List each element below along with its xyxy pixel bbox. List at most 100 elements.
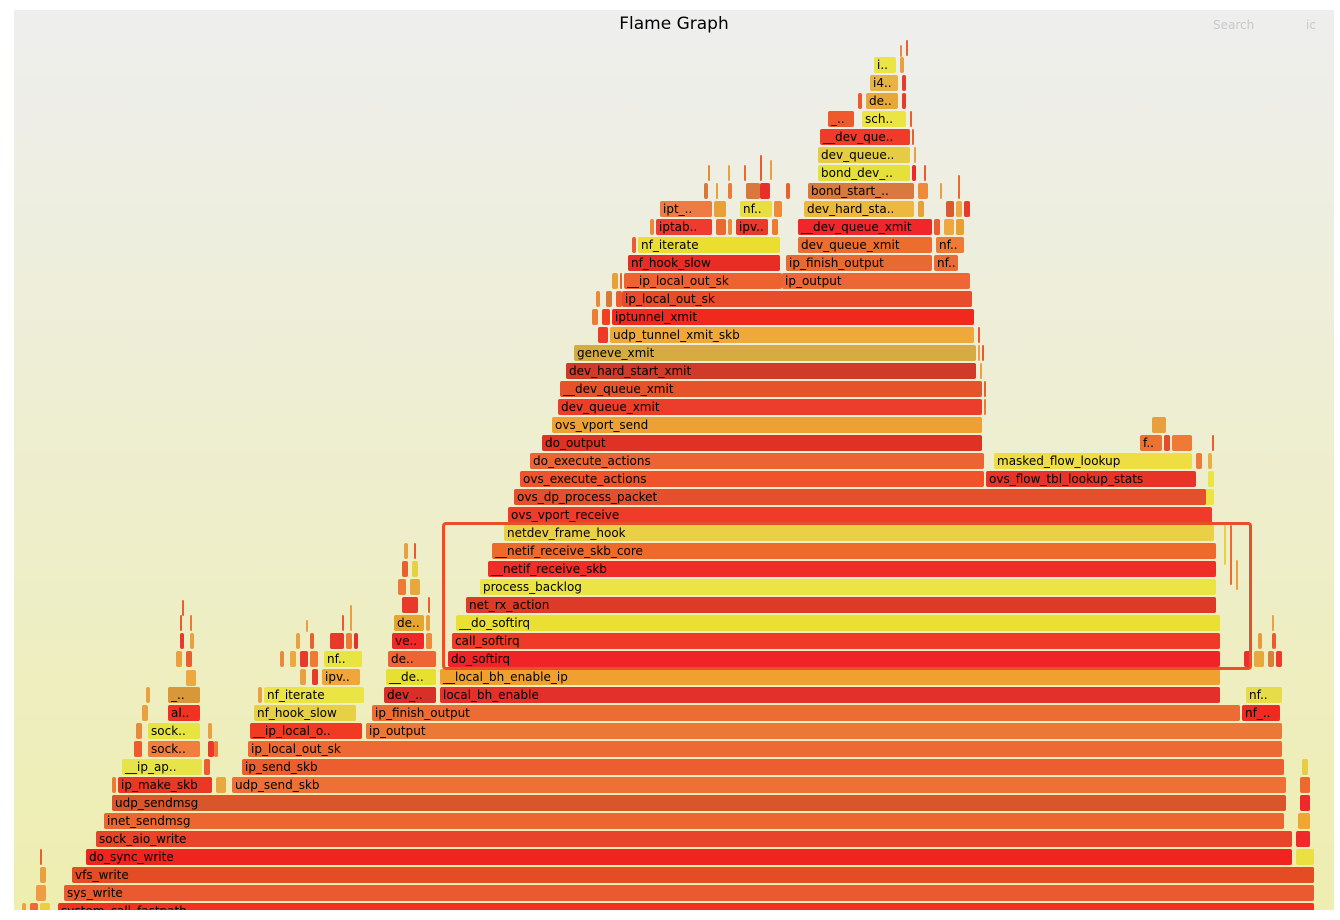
frame-bar[interactable]: __ip_local_out_sk — [624, 273, 782, 289]
frame-sliver[interactable] — [312, 669, 318, 685]
frame-sliver[interactable] — [280, 651, 284, 667]
frame-sliver[interactable] — [978, 327, 980, 343]
frame-sliver[interactable] — [310, 651, 318, 667]
frame-sliver[interactable] — [1302, 759, 1308, 775]
frame-bar[interactable]: nf_iterate — [638, 237, 780, 253]
frame-sliver[interactable] — [1298, 813, 1310, 829]
frame-sliver[interactable] — [596, 291, 600, 307]
frame-sliver[interactable] — [1212, 435, 1214, 451]
frame-bar[interactable]: i4.. — [870, 75, 898, 91]
frame-sliver[interactable] — [728, 183, 732, 199]
frame-bar[interactable]: ip_local_out_sk — [622, 291, 972, 307]
frame-bar[interactable]: nf_.. — [1242, 705, 1280, 721]
frame-sliver[interactable] — [956, 219, 964, 235]
frame-bar[interactable]: ovs_vport_receive — [508, 507, 1212, 523]
frame-sliver[interactable] — [1276, 651, 1282, 667]
frame-bar[interactable]: ipv.. — [736, 219, 768, 235]
frame-sliver[interactable] — [402, 561, 408, 577]
frame-bar[interactable]: de.. — [388, 651, 436, 667]
frame-sliver[interactable] — [956, 201, 962, 217]
frame-sliver[interactable] — [708, 165, 710, 181]
frame-sliver[interactable] — [180, 615, 182, 631]
frame-sliver[interactable] — [728, 219, 732, 235]
frame-bar[interactable]: masked_flow_lookup — [994, 453, 1192, 469]
frame-sliver[interactable] — [190, 615, 192, 631]
frame-bar[interactable]: ip_local_out_sk — [248, 741, 1282, 757]
frame-sliver[interactable] — [906, 40, 908, 56]
frame-sliver[interactable] — [1258, 633, 1262, 649]
frame-sliver[interactable] — [1164, 435, 1170, 451]
frame-bar[interactable]: udp_tunnel_xmit_skb — [610, 327, 974, 343]
frame-bar[interactable]: ve.. — [392, 633, 424, 649]
frame-bar[interactable]: __de.. — [386, 669, 436, 685]
frame-sliver[interactable] — [30, 903, 38, 910]
frame-sliver[interactable] — [984, 399, 986, 415]
frame-sliver[interactable] — [1230, 525, 1232, 585]
frame-sliver[interactable] — [1268, 651, 1274, 667]
frame-sliver[interactable] — [786, 183, 790, 199]
frame-sliver[interactable] — [426, 633, 432, 649]
frame-bar[interactable]: dev_hard_start_xmit — [566, 363, 976, 379]
frame-sliver[interactable] — [714, 201, 726, 217]
frame-sliver[interactable] — [22, 903, 26, 910]
frame-sliver[interactable] — [770, 160, 772, 180]
frame-bar[interactable]: nf_hook_slow — [254, 705, 356, 721]
frame-bar[interactable]: udp_send_skb — [232, 777, 1286, 793]
frame-sliver[interactable] — [1272, 615, 1274, 631]
frame-bar[interactable]: do_execute_actions — [530, 453, 984, 469]
frame-bar[interactable]: do_output — [542, 435, 982, 451]
frame-bar[interactable]: sock.. — [148, 723, 200, 739]
frame-sliver[interactable] — [40, 867, 46, 883]
frame-sliver[interactable] — [342, 615, 344, 631]
frame-sliver[interactable] — [606, 291, 612, 307]
frame-bar[interactable]: __dev_queue_xmit — [560, 381, 982, 397]
frame-sliver[interactable] — [410, 579, 420, 595]
frame-bar[interactable]: nf_hook_slow — [628, 255, 780, 271]
frame-bar[interactable]: process_backlog — [480, 579, 1216, 595]
frame-sliver[interactable] — [310, 633, 314, 649]
frame-sliver[interactable] — [902, 93, 906, 109]
frame-sliver[interactable] — [946, 201, 954, 217]
frame-sliver[interactable] — [428, 597, 430, 613]
ignore-case-toggle[interactable]: ic — [1306, 18, 1316, 32]
frame-sliver[interactable] — [858, 93, 862, 109]
frame-sliver[interactable] — [346, 633, 352, 649]
frame-sliver[interactable] — [36, 885, 46, 901]
frame-sliver[interactable] — [190, 633, 194, 649]
frame-sliver[interactable] — [900, 45, 902, 57]
frame-bar[interactable]: udp_sendmsg — [112, 795, 1286, 811]
frame-bar[interactable]: nf.. — [324, 651, 362, 667]
frame-sliver[interactable] — [354, 633, 358, 649]
frame-sliver[interactable] — [958, 175, 960, 199]
frame-sliver[interactable] — [612, 273, 618, 289]
frame-bar[interactable]: iptunnel_xmit — [612, 309, 974, 325]
frame-bar[interactable]: f.. — [1140, 435, 1162, 451]
frame-sliver[interactable] — [616, 291, 622, 307]
frame-bar[interactable]: sys_write — [64, 885, 1314, 901]
frame-sliver[interactable] — [412, 561, 418, 577]
frame-sliver[interactable] — [208, 723, 212, 739]
frame-sliver[interactable] — [176, 651, 182, 667]
frame-bar[interactable]: __netif_receive_skb — [488, 561, 1216, 577]
frame-sliver[interactable] — [910, 111, 912, 127]
frame-sliver[interactable] — [924, 165, 926, 181]
frame-sliver[interactable] — [918, 183, 928, 199]
frame-bar[interactable]: __netif_receive_skb_core — [492, 543, 1216, 559]
frame-sliver[interactable] — [1224, 525, 1226, 565]
frame-bar[interactable]: de.. — [866, 93, 898, 109]
frame-sliver[interactable] — [744, 165, 746, 181]
frame-bar[interactable]: geneve_xmit — [574, 345, 976, 361]
frame-bar[interactable]: __dev_queue_xmit — [798, 219, 932, 235]
frame-bar[interactable]: bond_start_.. — [808, 183, 914, 199]
frame-bar[interactable]: ovs_dp_process_packet — [514, 489, 1206, 505]
frame-bar[interactable]: system_call_fastpath — [58, 903, 1314, 910]
frame-bar[interactable]: _.. — [828, 111, 854, 127]
frame-sliver[interactable] — [964, 201, 970, 217]
frame-bar[interactable]: dev_queue.. — [818, 147, 910, 163]
frame-bar[interactable]: bond_dev_.. — [818, 165, 910, 181]
frame-sliver[interactable] — [592, 309, 598, 325]
frame-bar[interactable]: do_sync_write — [86, 849, 1292, 865]
frame-sliver[interactable] — [300, 651, 308, 667]
frame-bar[interactable]: ovs_vport_send — [552, 417, 982, 433]
frame-sliver[interactable] — [136, 723, 142, 739]
